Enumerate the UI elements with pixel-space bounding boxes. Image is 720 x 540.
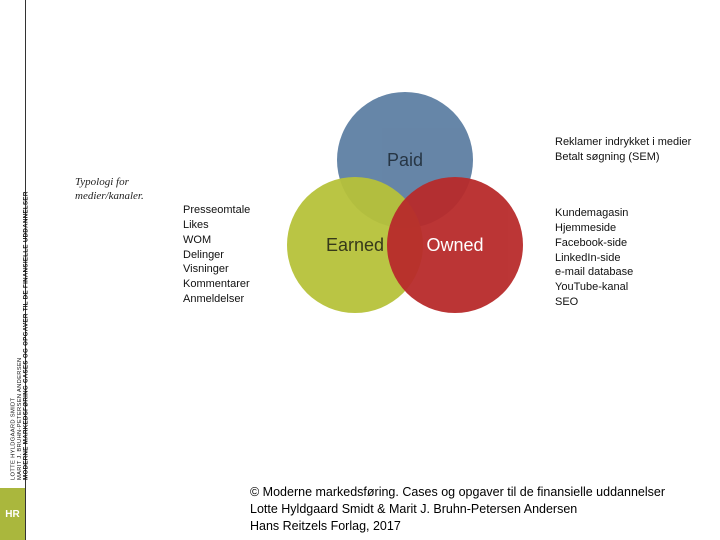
spine-text: LOTTE HYLDGAARD SMIDT MARIT J. BRUHN-PET…	[4, 8, 22, 480]
list-item: Hjemmeside	[555, 221, 633, 236]
list-item: Likes	[183, 218, 250, 233]
typology-caption: Typologi for medier/kanaler.	[75, 176, 144, 204]
owned-examples: KundemagasinHjemmesideFacebook-sideLinke…	[555, 206, 633, 310]
list-item: Kommentarer	[183, 277, 250, 292]
typology-line2: medier/kanaler.	[75, 190, 144, 204]
list-item: e-mail database	[555, 265, 633, 280]
list-item: WOM	[183, 233, 250, 248]
list-item: Visninger	[183, 262, 250, 277]
spine-title: MODERNE MARKEDSFØRING CASES OG OPGAVER T…	[23, 191, 30, 480]
venn-label-earned: Earned	[326, 235, 384, 256]
spine-authors: LOTTE HYLDGAARD SMIDT MARIT J. BRUHN-PET…	[11, 357, 24, 480]
list-item: Presseomtale	[183, 203, 250, 218]
list-item: LinkedIn-side	[555, 251, 633, 266]
spine-strip: LOTTE HYLDGAARD SMIDT MARIT J. BRUHN-PET…	[0, 0, 26, 488]
list-item: Betalt søgning (SEM)	[555, 150, 691, 165]
footer-line1: © Moderne markedsføring. Cases og opgave…	[250, 484, 665, 501]
list-item: Reklamer indrykket i medier	[555, 135, 691, 150]
venn-label-paid: Paid	[387, 150, 423, 171]
venn-circle-owned: Owned	[387, 177, 523, 313]
list-item: SEO	[555, 295, 633, 310]
publisher-logo-text: HR	[5, 509, 19, 520]
footer-credit: © Moderne markedsføring. Cases og opgave…	[250, 484, 665, 535]
list-item: Anmeldelser	[183, 292, 250, 307]
page-root: LOTTE HYLDGAARD SMIDT MARIT J. BRUHN-PET…	[0, 0, 720, 540]
publisher-logo: HR	[0, 488, 26, 540]
list-item: Facebook-side	[555, 236, 633, 251]
footer-line3: Hans Reitzels Forlag, 2017	[250, 518, 665, 535]
book-spine: LOTTE HYLDGAARD SMIDT MARIT J. BRUHN-PET…	[0, 0, 26, 540]
list-item: YouTube-kanal	[555, 280, 633, 295]
typology-line1: Typologi for	[75, 176, 144, 190]
earned-examples: PresseomtaleLikesWOMDelingerVisningerKom…	[183, 203, 250, 307]
footer-line2: Lotte Hyldgaard Smidt & Marit J. Bruhn-P…	[250, 501, 665, 518]
list-item: Kundemagasin	[555, 206, 633, 221]
list-item: Delinger	[183, 248, 250, 263]
venn-label-owned: Owned	[426, 235, 483, 256]
paid-examples: Reklamer indrykket i medierBetalt søgnin…	[555, 135, 691, 165]
